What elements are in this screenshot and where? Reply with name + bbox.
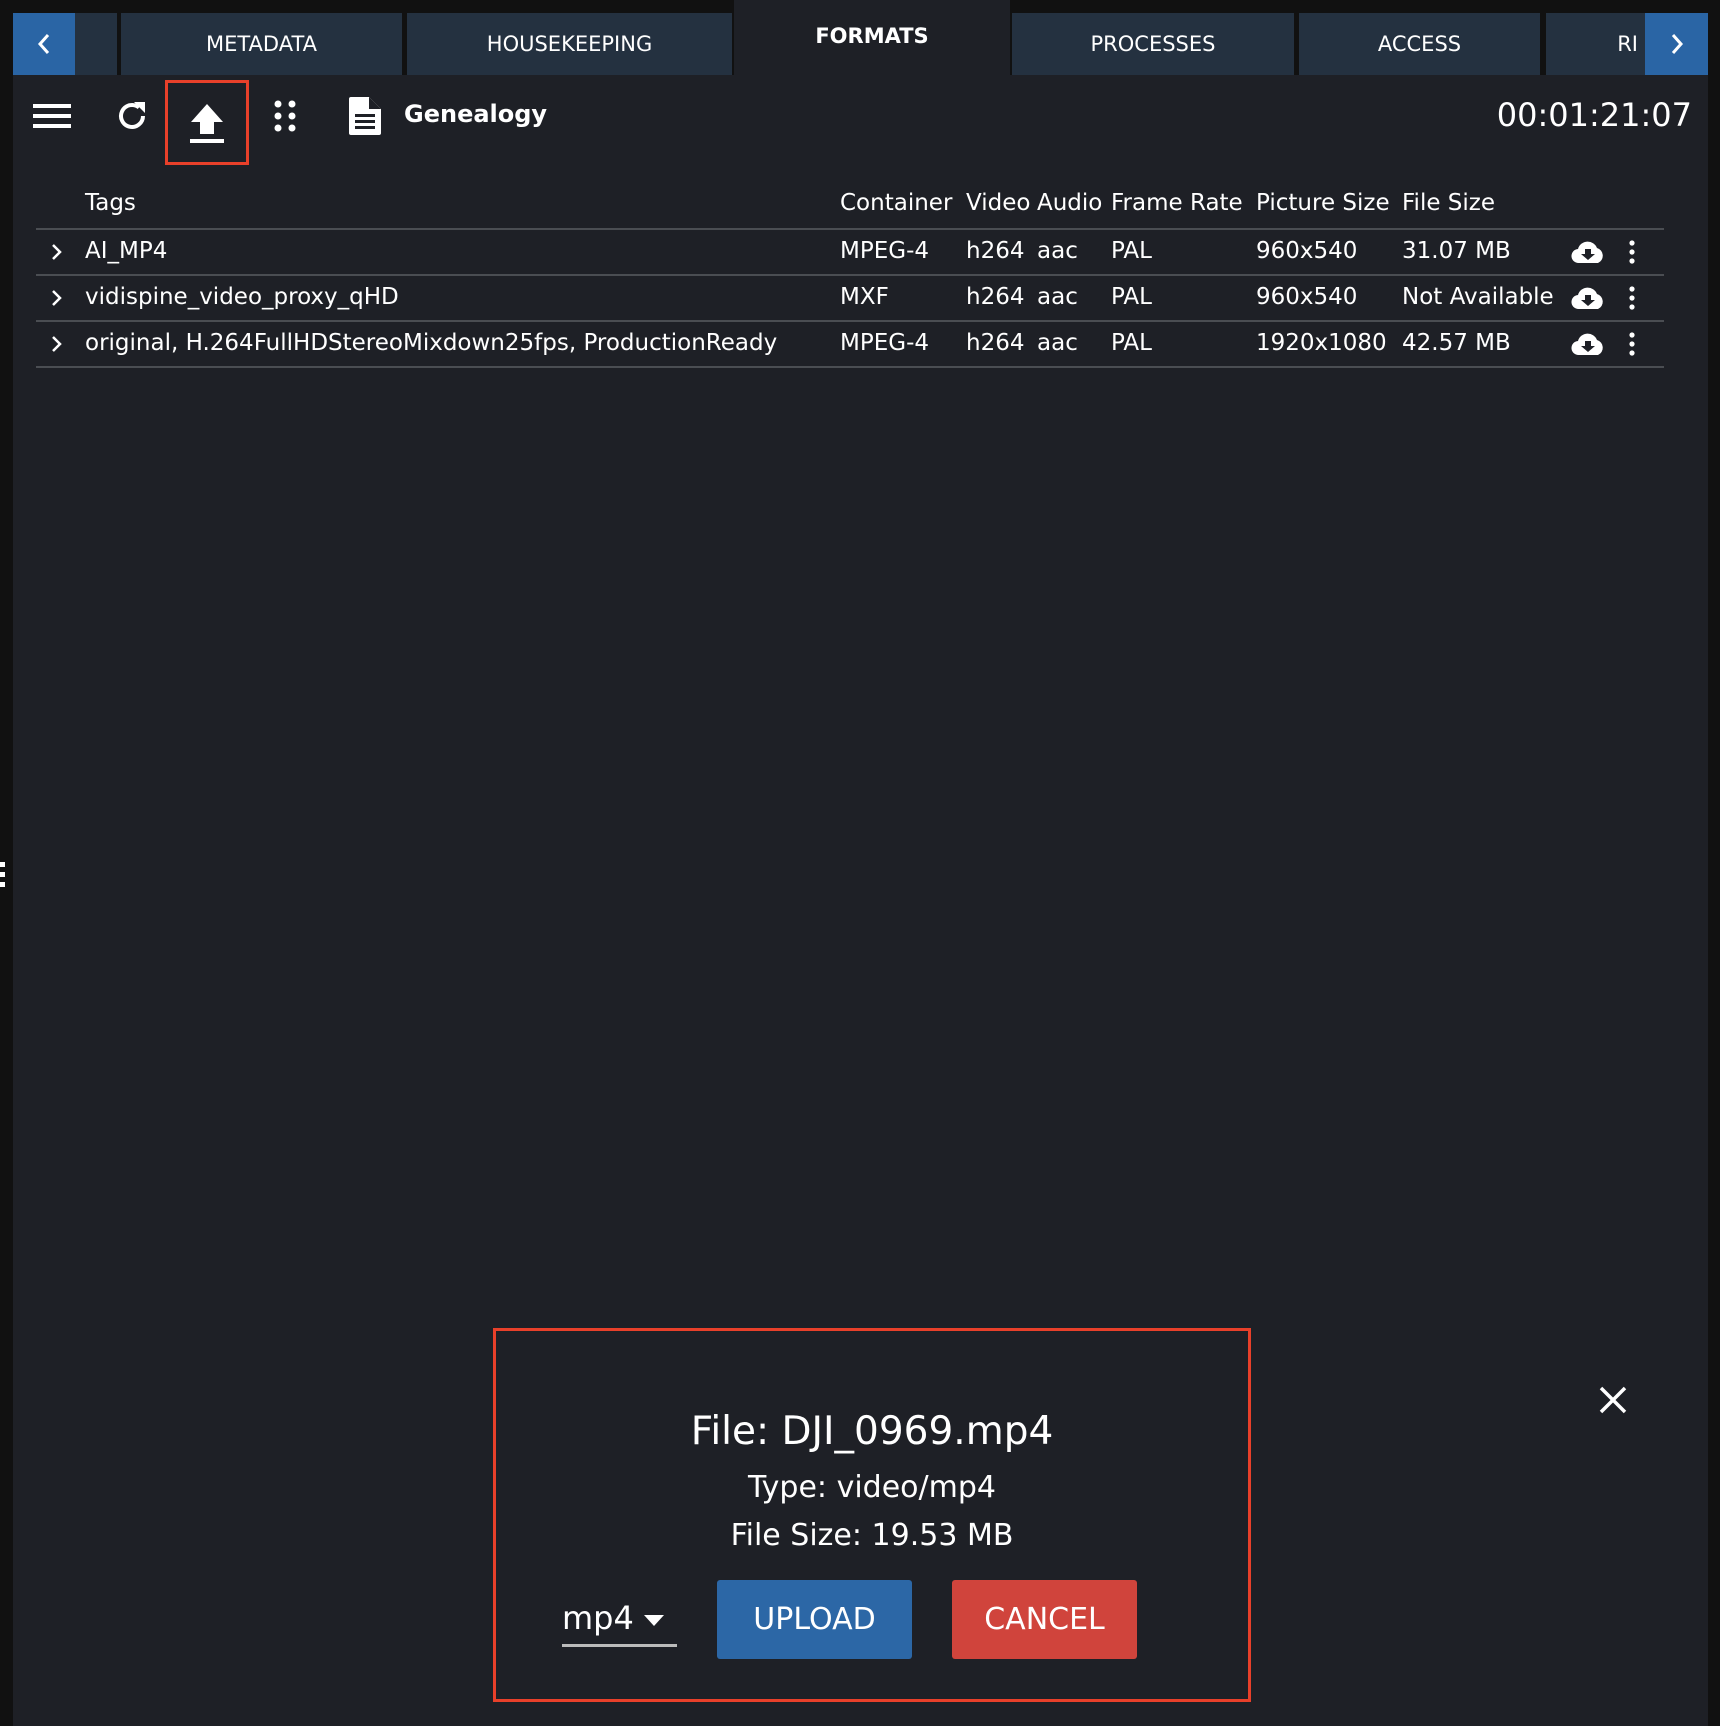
side-panel-handle[interactable] [0,860,6,890]
column-header-frame-rate[interactable]: Frame Rate [1111,190,1243,216]
cell-tags: AI_MP4 [85,238,168,264]
column-header-container[interactable]: Container [840,190,953,216]
format-select[interactable]: mp4 [562,1597,677,1647]
table-divider [36,274,1664,276]
cell-container: MPEG-4 [840,238,930,264]
chevron-right-icon[interactable] [46,286,68,310]
cloud-download-icon[interactable] [1571,238,1605,266]
timecode: 00:01:21:07 [1496,96,1692,134]
tab-label: FORMATS [815,24,929,48]
format-select-value: mp4 [562,1599,634,1637]
cell-picture-size: 960x540 [1256,238,1358,264]
cell-frame-rate: PAL [1111,330,1152,356]
cell-audio: aac [1037,238,1078,264]
cell-container: MPEG-4 [840,330,930,356]
cell-audio: aac [1037,330,1078,356]
genealogy-link[interactable]: Genealogy [404,100,548,128]
document-icon[interactable] [344,96,384,136]
chevron-right-icon[interactable] [46,240,68,264]
tab-bar: METADATA HOUSEKEEPING FORMATS PROCESSES … [13,0,1708,75]
cell-tags: vidispine_video_proxy_qHD [85,284,399,310]
cell-frame-rate: PAL [1111,238,1152,264]
more-options-icon[interactable] [1622,284,1642,312]
chevron-right-icon [1671,34,1683,54]
cell-picture-size: 1920x1080 [1256,330,1387,356]
tab-housekeeping[interactable]: HOUSEKEEPING [407,13,732,75]
tab-metadata[interactable]: METADATA [121,13,402,75]
cell-frame-rate: PAL [1111,284,1152,310]
dialog-file-name: File: DJI_0969.mp4 [690,1409,1054,1454]
cell-container: MXF [840,284,889,310]
column-header-picture-size[interactable]: Picture Size [1256,190,1390,216]
tab-label: ACCESS [1377,32,1462,56]
dialog-file-type: Type: video/mp4 [748,1470,996,1505]
tab-label: METADATA [205,32,318,56]
cell-tags: original, H.264FullHDStereoMixdown25fps,… [85,330,778,356]
upload-dialog: File: DJI_0969.mp4 Type: video/mp4 File … [493,1328,1251,1702]
cell-file-size: Not Available [1402,284,1554,310]
cell-video: h264 [966,330,1025,356]
close-icon[interactable] [1595,1382,1631,1418]
refresh-icon[interactable] [112,96,152,136]
main-panel [13,75,1708,1726]
cloud-download-icon[interactable] [1571,330,1605,358]
column-header-file-size[interactable]: File Size [1402,190,1496,216]
column-header-video[interactable]: Video [966,190,1031,216]
more-options-icon[interactable] [1622,330,1642,358]
tab-scroll-left-button[interactable] [13,13,75,75]
tab-formats[interactable]: FORMATS [734,0,1010,75]
tab-scroll-right-button[interactable] [1645,13,1708,75]
chevron-right-icon[interactable] [46,332,68,356]
chevron-left-icon [37,34,50,54]
dialog-file-size: File Size: 19.53 MB [730,1518,1014,1553]
cloud-download-icon[interactable] [1571,284,1605,312]
tab-access[interactable]: ACCESS [1299,13,1540,75]
cell-file-size: 31.07 MB [1402,238,1511,264]
tab-ri[interactable]: RI [1546,13,1646,75]
upload-button[interactable]: UPLOAD [717,1580,912,1659]
tab-spacer [75,13,117,75]
grid-dots-icon[interactable] [270,96,300,136]
cell-picture-size: 960x540 [1256,284,1358,310]
menu-icon[interactable] [32,98,72,134]
cell-file-size: 42.57 MB [1402,330,1511,356]
cell-audio: aac [1037,284,1078,310]
column-header-audio[interactable]: Audio [1037,190,1103,216]
cancel-button[interactable]: CANCEL [952,1580,1137,1659]
tab-label: HOUSEKEEPING [486,32,653,56]
tab-label: PROCESSES [1090,32,1216,56]
table-divider [36,228,1664,230]
caret-down-icon [644,1615,664,1626]
tab-processes[interactable]: PROCESSES [1012,13,1294,75]
table-divider [36,320,1664,322]
column-header-tags[interactable]: Tags [85,190,136,216]
more-options-icon[interactable] [1622,238,1642,266]
cell-video: h264 [966,284,1025,310]
cell-video: h264 [966,238,1025,264]
table-divider [36,366,1664,368]
upload-icon[interactable] [165,80,249,165]
tab-label: RI [1617,32,1638,56]
